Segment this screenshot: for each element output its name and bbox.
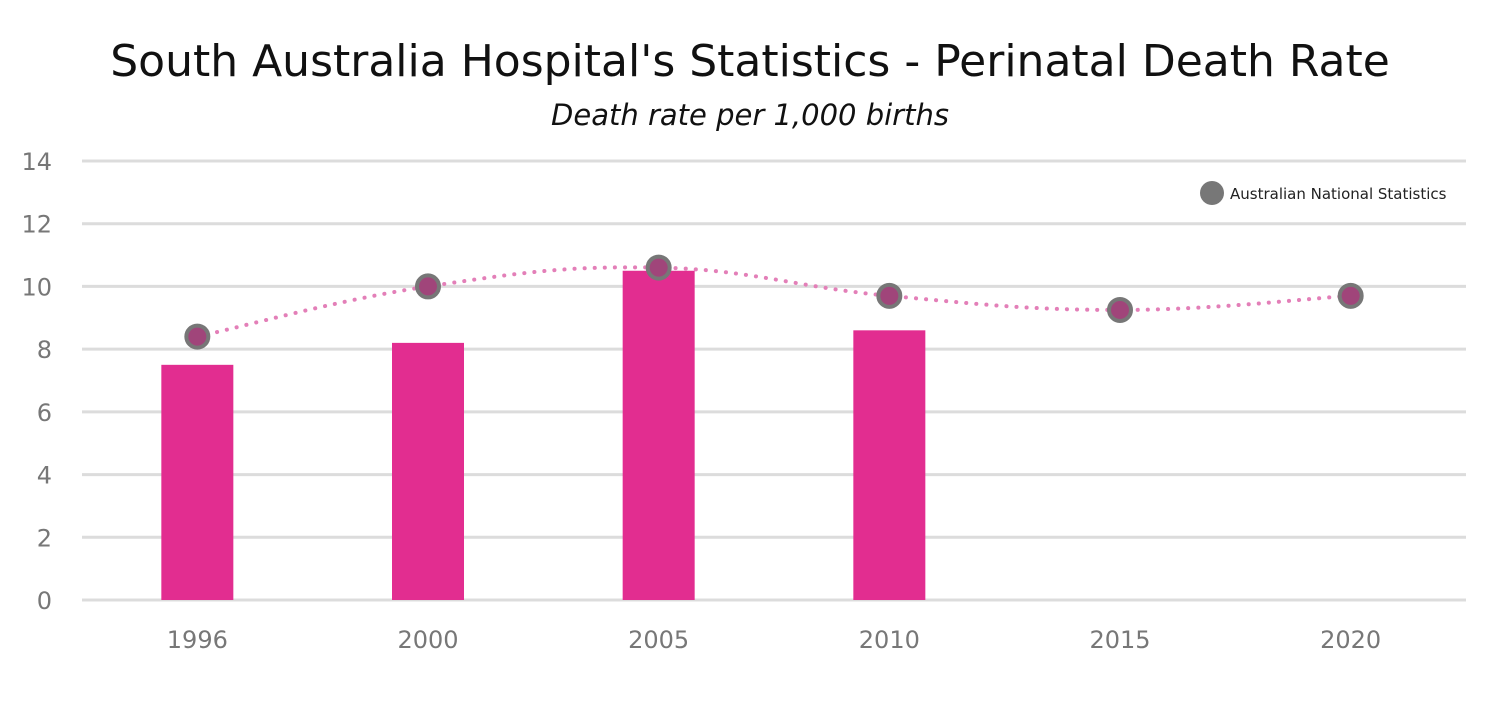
- data-point: [876, 282, 903, 309]
- y-tick-label: 8: [37, 336, 52, 364]
- x-tick-label: 2005: [628, 626, 689, 654]
- y-tick-label: 10: [21, 273, 52, 301]
- chart-subtitle: Death rate per 1,000 births: [551, 98, 949, 132]
- x-tick-label: 1996: [167, 626, 228, 654]
- data-point: [1107, 296, 1133, 323]
- x-tick-label: 2000: [397, 626, 458, 654]
- data-point: [645, 254, 672, 281]
- bar: [392, 342, 464, 600]
- x-tick-label: 2020: [1320, 626, 1381, 654]
- data-point: [1337, 282, 1364, 309]
- data-point: [184, 323, 211, 350]
- data-point: [415, 273, 441, 300]
- chart-title: South Australia Hospital's Statistics - …: [110, 36, 1390, 87]
- series-line: [195, 265, 1353, 339]
- y-tick-label: 2: [37, 524, 52, 552]
- x-tick-label: 2010: [859, 626, 920, 654]
- y-tick-label: 4: [37, 462, 52, 490]
- bar: [622, 270, 695, 600]
- y-tick-label: 6: [37, 399, 52, 427]
- legend-label: Australian National Statistics: [1230, 185, 1447, 203]
- x-tick-label: 2015: [1089, 626, 1150, 654]
- y-tick-label: 0: [37, 587, 52, 615]
- bar: [853, 330, 926, 600]
- bar: [161, 364, 234, 600]
- y-tick-label: 12: [21, 211, 52, 239]
- legend-marker: [1200, 181, 1224, 205]
- y-tick-label: 14: [21, 148, 52, 176]
